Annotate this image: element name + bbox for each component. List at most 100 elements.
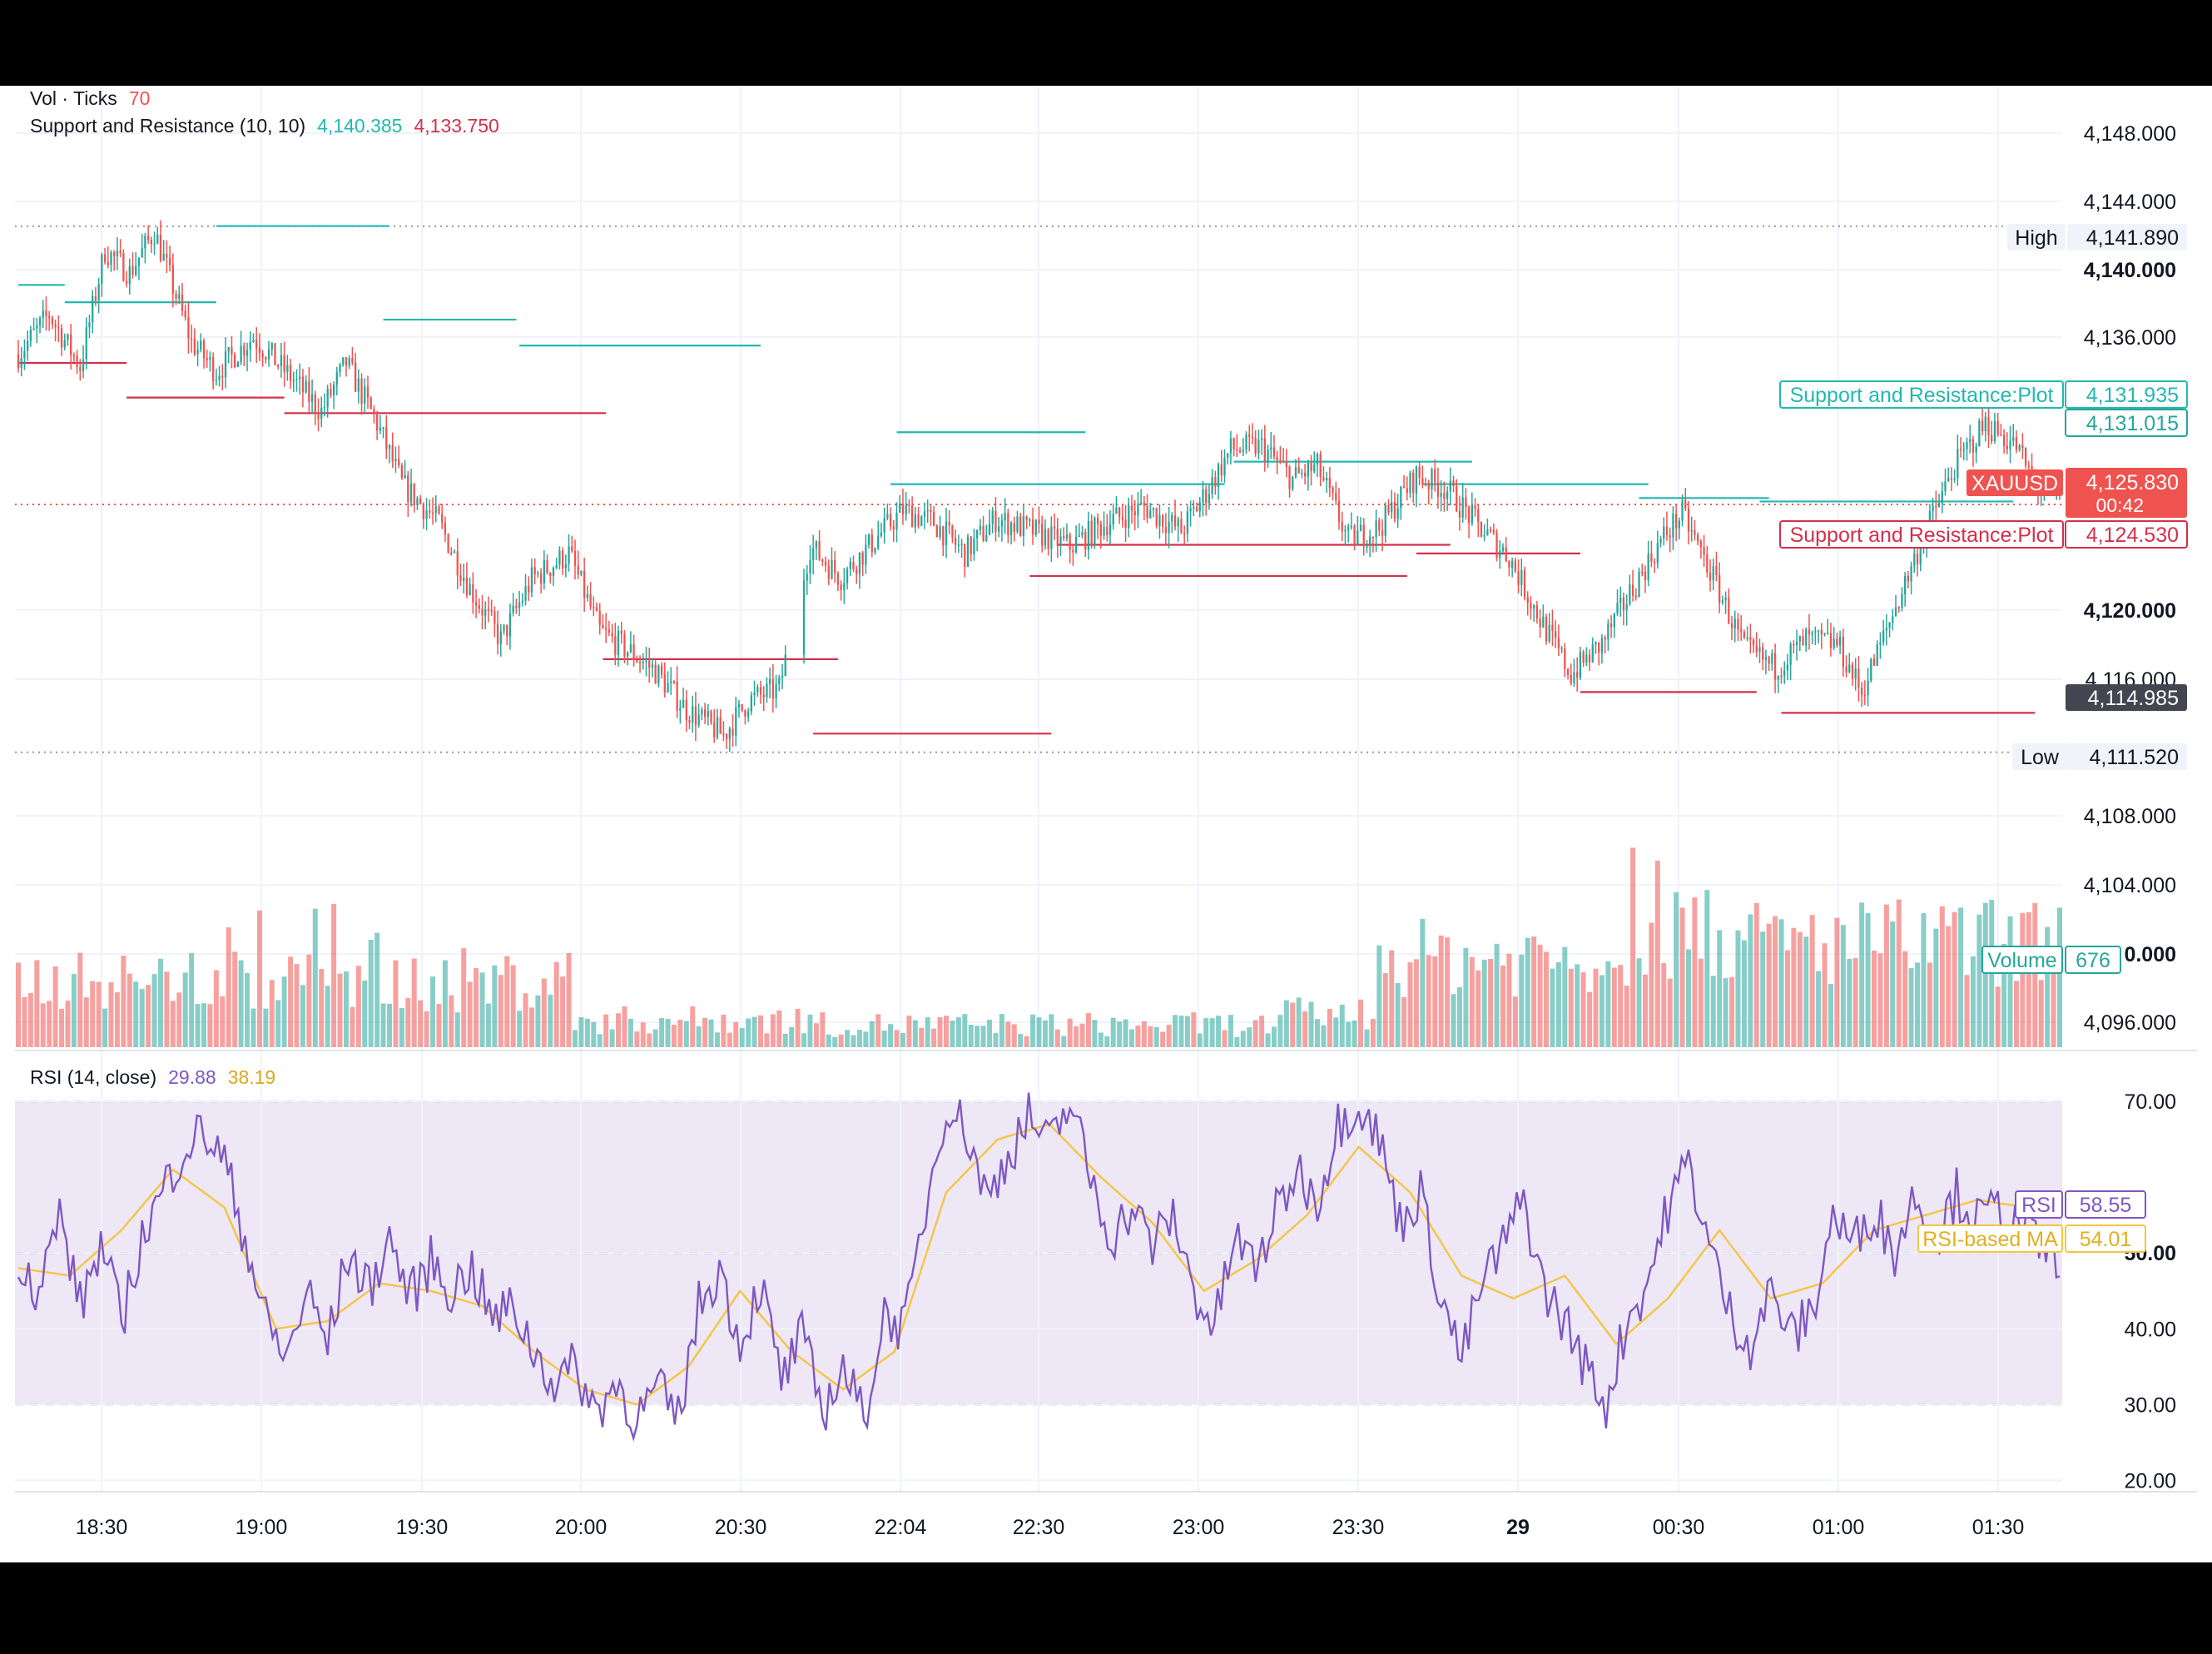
volume-bar-496 [1550, 968, 1555, 1047]
candle-body-359 [1128, 505, 1130, 529]
candle-body-493 [1542, 616, 1545, 628]
price-tick-label-1: 4,144.000 [2084, 191, 2176, 214]
volume-bar-18 [71, 974, 77, 1047]
candle-body-367 [1152, 508, 1155, 510]
volume-bar-274 [863, 1031, 869, 1047]
candle-body-411 [1288, 466, 1291, 489]
candle-body-208 [660, 665, 663, 675]
sr-legend[interactable]: Support and Resistance (10, 10) 4,140.385… [30, 115, 511, 137]
volume-bar-630 [1964, 975, 1970, 1047]
candle-body-560 [1749, 637, 1752, 640]
candle-body-226 [716, 717, 719, 738]
candle-body-376 [1180, 519, 1183, 534]
volume-legend[interactable]: Vol · Ticks 70 [30, 87, 511, 110]
candle-body-426 [1335, 492, 1337, 501]
candle-body-631 [1969, 439, 1971, 443]
high-label-text: High [2015, 226, 2057, 250]
volume-bar-524 [1636, 958, 1642, 1047]
candle-body-165 [528, 585, 530, 593]
volume-bar-268 [845, 1030, 851, 1047]
volume-bar-188 [597, 1034, 603, 1047]
candle-body-601 [1876, 643, 1878, 666]
low-label-box [2012, 743, 2067, 770]
candle-body-638 [1991, 435, 1993, 442]
candle-body-288 [908, 504, 910, 506]
candle-body-511 [1598, 642, 1600, 653]
volume-bar-598 [1865, 913, 1871, 1047]
candle-body-649 [2024, 448, 2027, 466]
candle-body-510 [1595, 642, 1597, 645]
candle-body-158 [506, 624, 508, 637]
volume-bar-376 [1178, 1016, 1184, 1047]
candle-body-570 [1780, 675, 1783, 678]
candle-body-289 [910, 504, 914, 528]
volume-label-box [1981, 946, 2063, 974]
candle-body-241 [762, 694, 765, 698]
candle-body-79 [261, 353, 264, 358]
candle-body-220 [697, 714, 700, 726]
volume-bar-280 [881, 1031, 887, 1047]
candle-body-58 [196, 349, 199, 355]
candle-body-585 [1827, 633, 1829, 634]
candle-body-66 [221, 375, 224, 378]
high-value-box [2067, 224, 2187, 251]
candle-body-64 [215, 380, 218, 381]
candle-body-501 [1566, 669, 1570, 675]
volume-bar-526 [1642, 974, 1648, 1047]
candle-body-301 [948, 521, 950, 526]
candle-body-401 [1257, 440, 1260, 454]
volume-bar-312 [980, 1026, 986, 1047]
candle-body-45 [156, 234, 159, 244]
volume-bar-328 [1030, 1014, 1036, 1047]
volume-bar-458 [1432, 956, 1438, 1047]
volume-bar-462 [1445, 937, 1451, 1047]
candle-body-440 [1378, 520, 1381, 531]
volume-bar-582 [1816, 971, 1822, 1047]
candle-body-212 [672, 681, 676, 683]
volume-bar-558 [1741, 940, 1747, 1047]
volume-bar-124 [399, 1008, 404, 1047]
candle-body-65 [218, 375, 221, 380]
candle-body-232 [735, 707, 737, 736]
candle-body-371 [1164, 527, 1168, 534]
volume-bar-366 [1148, 1026, 1153, 1047]
candle-body-131 [422, 504, 425, 519]
candle-body-613 [1913, 554, 1916, 567]
candle-body-635 [1981, 420, 1984, 432]
candle-body-261 [824, 561, 827, 566]
candle-body-559 [1746, 637, 1748, 639]
sr-support-value-text: 4,124.530 [2086, 524, 2179, 547]
volume-bar-114 [368, 939, 374, 1047]
volume-bar-540 [1686, 949, 1691, 1047]
candle-body-103 [335, 372, 338, 385]
candle-body-7 [38, 317, 42, 325]
volume-bar-608 [1896, 899, 1902, 1047]
candle-body-315 [991, 510, 994, 524]
candle-body-306 [964, 544, 966, 568]
candle-body-470 [1471, 504, 1473, 524]
time-tick-label-0: 18:30 [76, 1516, 128, 1539]
candle-body-331 [1041, 523, 1044, 546]
candle-body-444 [1391, 501, 1393, 513]
volume-bar-532 [1661, 963, 1667, 1047]
candle-body-136 [438, 506, 440, 514]
candle-body-35 [125, 281, 128, 284]
volume-bar-576 [1797, 931, 1803, 1047]
candle-body-487 [1523, 569, 1526, 598]
volume-bar-314 [987, 1019, 993, 1047]
rsi-legend[interactable]: RSI (14, close) 29.88 38.19 [30, 1066, 287, 1089]
candle-body-173 [552, 568, 555, 576]
candle-body-615 [1919, 546, 1922, 565]
candle-body-414 [1297, 467, 1300, 474]
candle-body-643 [2006, 445, 2008, 450]
candle-body-400 [1254, 438, 1257, 454]
candle-body-6 [36, 325, 38, 329]
candle-body-452 [1415, 466, 1418, 494]
volume-bar-580 [1809, 915, 1815, 1047]
candle-body-309 [973, 538, 975, 555]
volume-bar-250 [789, 1026, 795, 1047]
volume-bar-490 [1531, 936, 1537, 1047]
candle-body-154 [493, 611, 496, 624]
candle-body-264 [834, 559, 836, 574]
